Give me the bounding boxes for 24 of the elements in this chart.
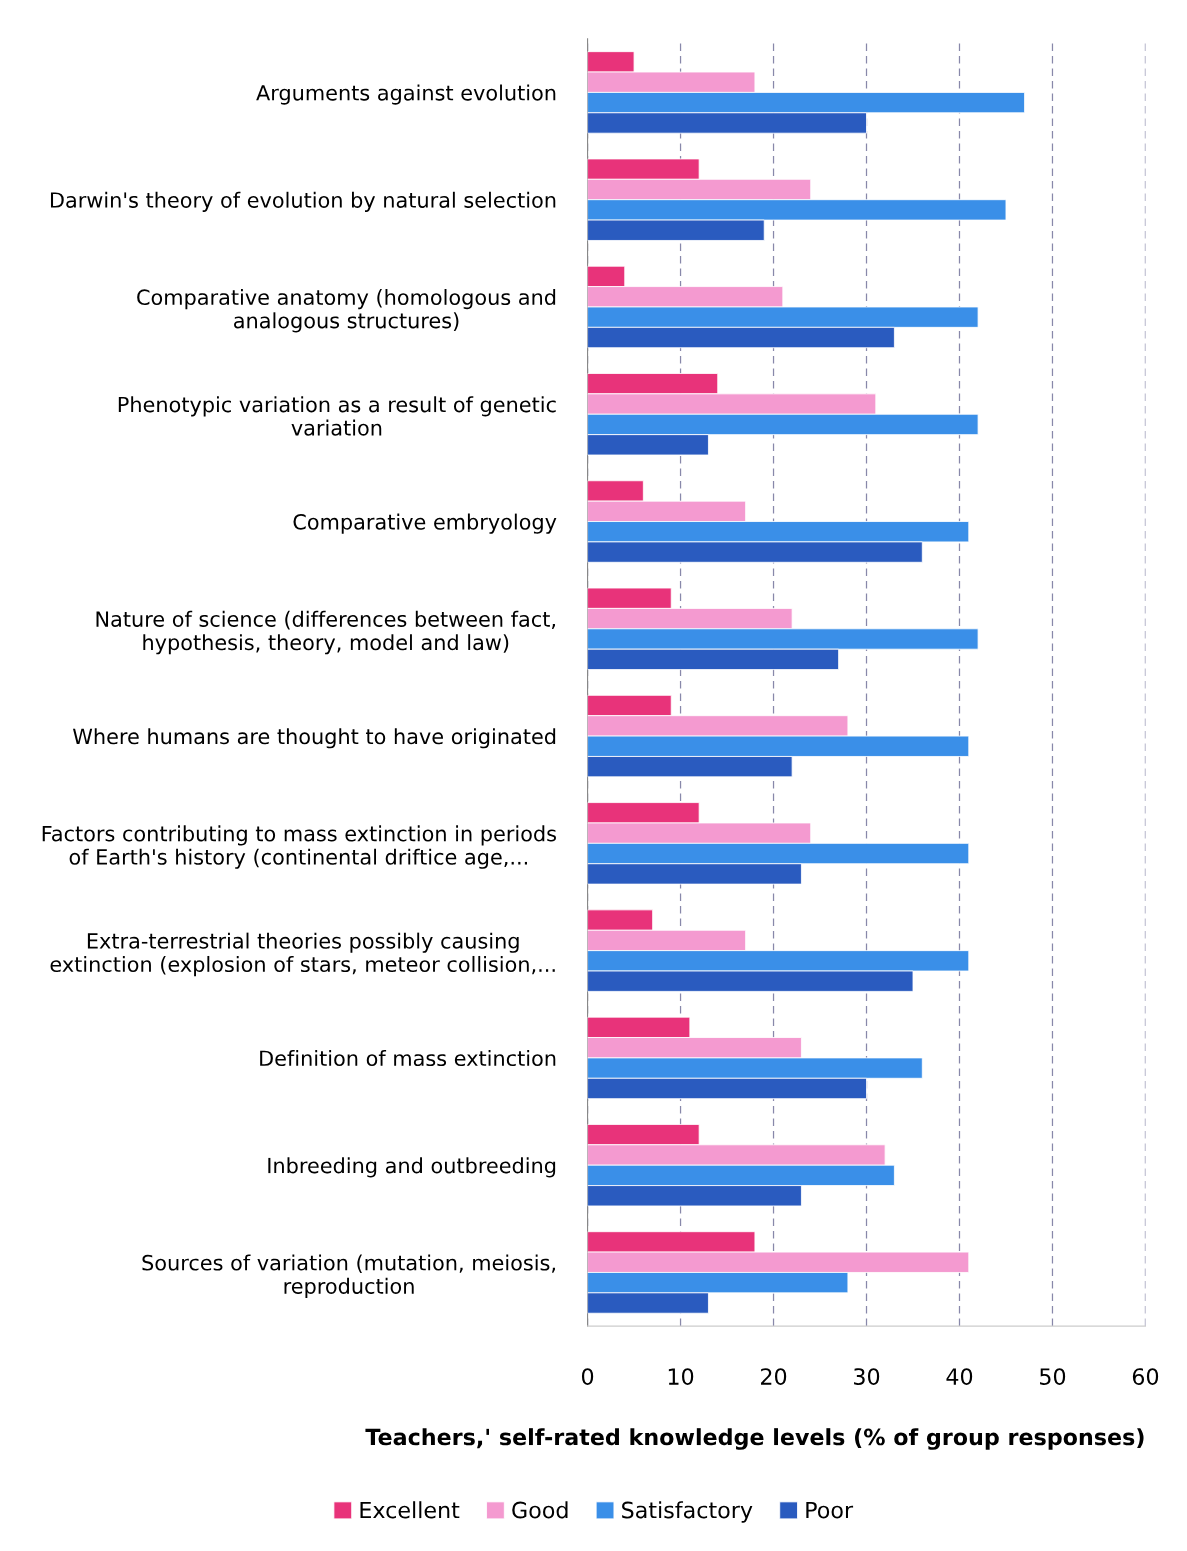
x-tick-label: 50 — [1040, 1368, 1066, 1385]
legend-label: Good — [512, 1501, 568, 1519]
x-tick-label: 20 — [761, 1368, 787, 1385]
y-tick-label: Darwin's theory of evolution by natural selection — [50, 191, 556, 212]
y-tick-label: Extra-terrestrial theories possibly causing extinction (explosion of stars, meteor collision,... — [50, 932, 555, 977]
x-tick-label: 60 — [1132, 1368, 1159, 1385]
y-tick-label: Nature of science (differences between fact, hypothesis, theory, model and law) — [96, 610, 555, 655]
legend-label: Poor — [806, 1501, 854, 1519]
y-tick-label: Phenotypic variation as a result of genetic variation — [118, 396, 556, 436]
y-tick-label: Arguments against evolution — [256, 84, 556, 105]
y-tick-label: Where humans are thought to have originated — [72, 728, 556, 749]
y-tick-label: Definition of mass extinction — [260, 1050, 556, 1067]
y-tick-label: Comparative anatomy (homologous and analogous structures) — [137, 288, 556, 333]
y-tick-label: Inbreeding and outbreeding — [268, 1157, 556, 1178]
x-tick-label: 30 — [854, 1368, 880, 1385]
y-tick-label: Sources of variation (mutation, meiosis, reproduction — [142, 1254, 555, 1298]
x-axis-title: Teachers,' self-rated knowledge levels (% of group responses) — [365, 1428, 1144, 1450]
x-tick-label: 10 — [668, 1368, 694, 1385]
legend-label: Satisfactory — [622, 1501, 753, 1523]
legend-label: Excellent — [360, 1501, 460, 1519]
y-tick-label: Comparative embryology — [293, 513, 557, 534]
y-tick-label: Factors contributing to mass extinction in periods of Earth's history (continental driftice age,... — [42, 825, 556, 869]
x-tick-label: 40 — [946, 1368, 973, 1385]
x-tick-label: 0 — [581, 1368, 594, 1385]
